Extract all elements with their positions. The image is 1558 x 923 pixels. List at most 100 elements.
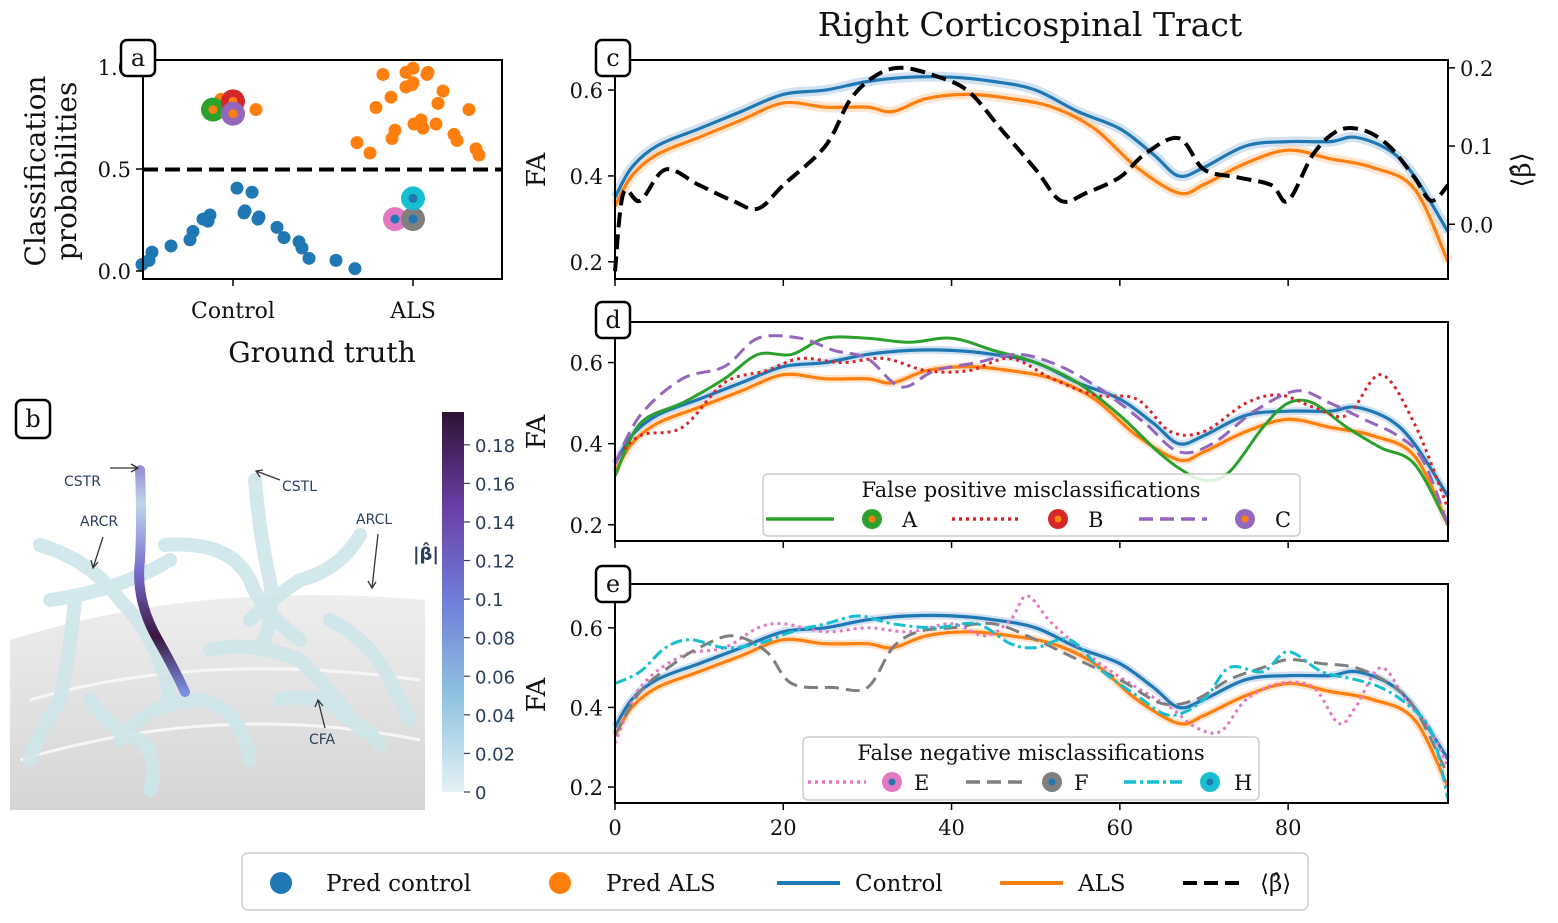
legend-marker-pred-control [270,872,292,894]
arrow-head [254,469,264,478]
figure-title: Right Corticospinal Tract [818,5,1242,44]
control-mean-line [613,75,1450,233]
colorbar-tick-label: 0.14 [475,513,515,534]
panel-b: CSTR CSTL ARCR ARCL CFA 0 0.02 0.04 0.06 0.0… [10,398,515,810]
pred-control-point [201,214,215,228]
legend-label-beta: ⟨β̂⟩ [1260,871,1291,897]
pred-control-point [237,206,251,220]
bottom-legend: Pred control Pred ALS Control ALS ⟨β̂⟩ [241,852,1309,911]
pred-control-point [270,220,284,234]
legend-label-control: Control [855,871,943,897]
colorbar-label: |β̂| [413,542,439,565]
colorbar-tick-label: 0.04 [475,706,515,727]
pred-als-point [436,84,450,98]
ytick-label: 0.4 [570,165,603,189]
tract-bundles [23,473,417,797]
tract-arcl [243,528,367,627]
colorbar-tick-label: 0.18 [475,436,515,457]
subject-line-b [613,356,1450,510]
xtick-label: 20 [770,816,797,840]
pred-als-point [385,132,399,146]
ytick-label: 0.2 [570,776,603,800]
pred-als-point [420,67,434,81]
xtick-label: 40 [938,816,965,840]
pred-als-point [431,96,445,110]
pred-als-point [462,103,476,117]
tract-bundle [323,613,417,727]
colorbar-tick-label: 0.08 [475,629,515,650]
colorbar-tick-label: 0.12 [475,552,515,573]
panel-e-badge [594,564,632,604]
panel-c-lines [610,65,1453,272]
pred-control-point [164,239,178,253]
arrow-head [90,559,99,570]
misclassified-marker-inner [228,109,238,119]
panel-b-annotations: CSTR CSTL ARCR ARCL CFA [64,474,392,748]
pred-als-point [350,136,364,150]
pred-als-point [416,121,430,135]
ytick-label: 0.6 [570,352,603,376]
panel-a-ytick-label: 0.0 [98,260,131,284]
ytick-label: 0.4 [570,696,603,720]
pred-als-point [399,80,413,94]
tract-bundle [43,553,177,607]
annotation-arrows [90,463,379,729]
panel-c-ticks: 0.2 0.4 0.6 0.0 0.1 0.2 [570,57,1493,286]
pred-als-point [376,67,390,81]
pred-control-point [251,212,265,226]
arrow [92,536,104,569]
panel-d-badge [594,300,632,340]
tract-bundle [113,692,257,767]
panel-d-label: d [605,306,620,334]
als-mean-line [613,630,1450,788]
panel-a-ylabel-line1: Classification [19,76,52,267]
tract-arcr [33,538,177,707]
panel-a-xticks: Control ALS [191,279,436,324]
ytick-label: 0.2 [570,251,603,275]
panel-c-ylabel: FA [522,152,552,188]
panel-d-ticks: 0.2 0.4 0.6 [570,352,1289,548]
panel-a-category-control: Control [191,299,275,324]
panel-a-ytick-label: 0.5 [98,158,131,182]
panel-b-badge [14,398,52,440]
annotation-arcr: ARCR [80,514,118,530]
colorbar-tick-label: 0.16 [475,474,515,495]
panel-a-badge [119,38,157,78]
colorbar-tick-label: 0.02 [475,744,515,765]
annotation-cfa: CFA [309,732,336,748]
arrow-head [367,580,377,590]
panel-d-lines [611,334,1452,527]
panel-e-ticks: 0.2 0.4 0.6 0 20 40 60 80 [570,617,1302,840]
panel-a-marks [135,61,502,276]
panel-a-ylabel-line2: probabilities [50,82,83,261]
arrow-head [314,698,324,708]
pred-als-point [384,90,398,104]
legend-label-c: C [1275,508,1291,532]
annotation-cstr: CSTR [64,474,101,490]
legend-label-pred-als: Pred ALS [606,871,716,897]
legend-label-h: H [1234,771,1252,795]
panel-c-badge [594,38,632,78]
pred-als-point [429,117,443,131]
ytick-label: 0.6 [570,79,603,103]
ytick-label: 0.4 [570,433,603,457]
colorbar-tick-label: 0.06 [475,667,515,688]
panel-d: 0.2 0.4 0.6 FA False positive misclassific… [522,300,1452,548]
pred-control-point [295,241,309,255]
tract-bundle [23,593,82,767]
arrow [255,470,281,481]
xtick-label: 0 [608,816,621,840]
pred-als-point [399,65,413,79]
panel-e-ylabel: FA [522,677,552,713]
pred-als-point [249,103,263,117]
ytick-label: 0.2 [570,514,603,538]
misclassified-marker-inner [408,214,418,224]
floor-ripple [29,667,421,702]
arrow [317,699,326,729]
panel-e-lines [611,594,1452,800]
pred-als-point [472,148,486,162]
legend-marker-b-inner [1054,515,1062,523]
panel-c-label: c [606,44,619,72]
legend-label-b: B [1088,508,1103,532]
pred-als-point [369,101,383,115]
